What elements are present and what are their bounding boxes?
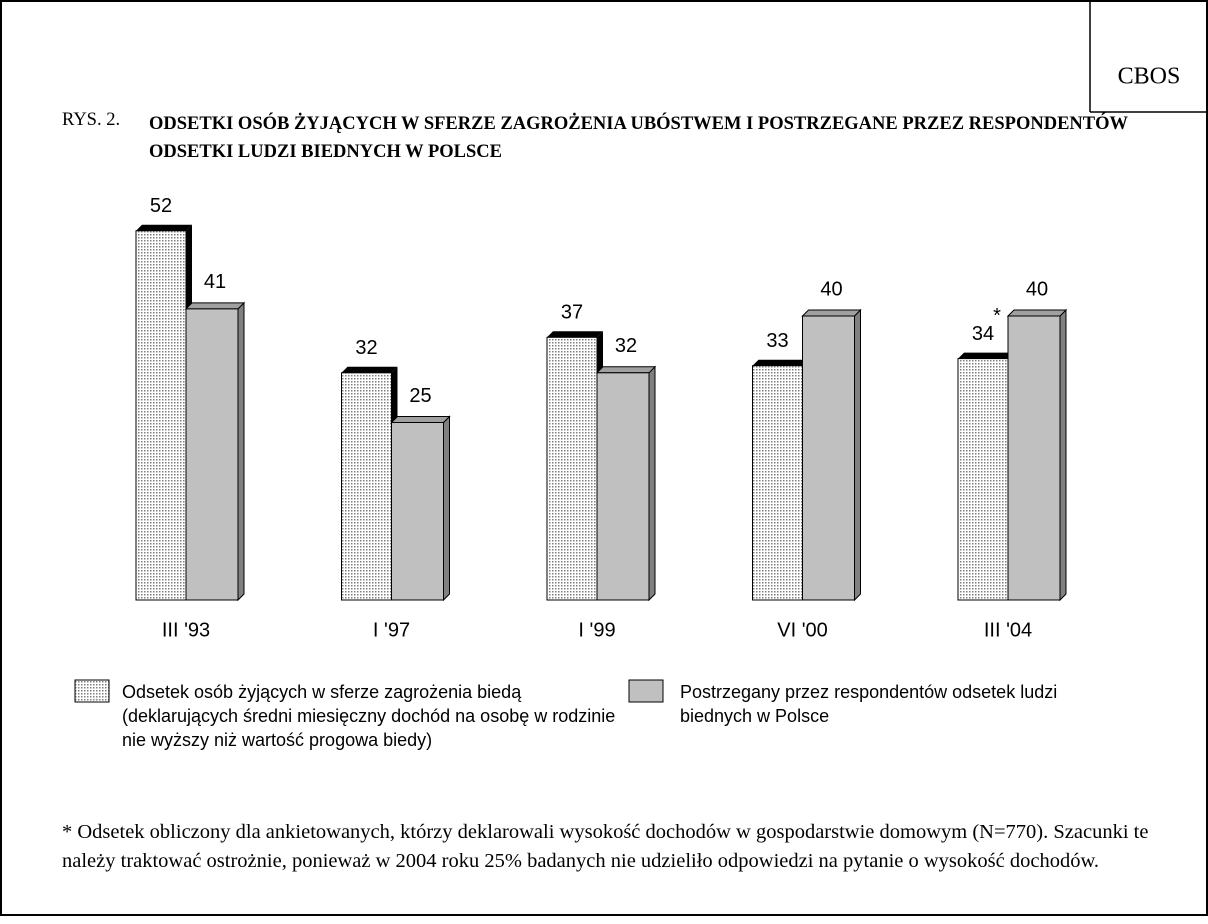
- value-label: 25: [409, 385, 431, 407]
- legend-swatch: [628, 679, 664, 703]
- x-tick-label: I '97: [373, 619, 410, 641]
- value-label: 40: [820, 278, 842, 300]
- bar: [135, 230, 187, 601]
- chart-title: ODSETKI OSÓB ŻYJĄCYCH W SFERZE ZAGROŻENI…: [149, 114, 1128, 162]
- bar-side: [1059, 308, 1067, 602]
- bar: [596, 372, 650, 601]
- bar-side: [648, 365, 656, 602]
- bar: [1007, 315, 1061, 601]
- bar-top: [136, 224, 192, 231]
- bar-top: [595, 366, 657, 374]
- bar-top: [801, 309, 862, 317]
- bar-side: [237, 301, 245, 602]
- bar-top: [547, 331, 603, 338]
- value-label: 34: [972, 323, 994, 345]
- value-label: 32: [355, 337, 377, 359]
- value-label: 33: [766, 330, 788, 352]
- bar-side: [854, 308, 861, 602]
- value-label: 52: [150, 195, 172, 217]
- bar-top: [752, 359, 809, 366]
- bar: [752, 365, 803, 601]
- bar: [546, 336, 598, 601]
- x-tick-label: VI '00: [777, 619, 828, 641]
- bar: [391, 422, 444, 601]
- bar-top: [390, 416, 451, 423]
- bar: [185, 308, 239, 601]
- annotation: *: [993, 305, 1001, 327]
- x-tick-label: I '99: [578, 619, 615, 641]
- bar: [341, 372, 392, 601]
- bar: [957, 358, 1009, 601]
- bar-top: [184, 302, 246, 310]
- legend-swatch: [74, 679, 110, 703]
- bar-top: [341, 366, 398, 373]
- brand: CBOS: [1118, 64, 1181, 90]
- bar-top: [1006, 309, 1068, 317]
- value-label: 32: [615, 335, 637, 357]
- x-tick-label: III '04: [984, 619, 1032, 641]
- bar-top: [958, 352, 1014, 359]
- legend-label: Odsetek osób żyjących w sferze zagrożeni…: [122, 682, 616, 750]
- legend-label: Postrzegany przez respondentów odsetek l…: [680, 682, 1058, 726]
- x-tick-label: III '93: [162, 619, 210, 641]
- value-label: 41: [204, 271, 226, 293]
- bar-side: [443, 415, 450, 602]
- value-label: 40: [1026, 278, 1048, 300]
- title-prefix: RYS. 2.: [62, 110, 121, 130]
- footnote: * Odsetek obliczony dla ankietowanych, k…: [62, 821, 1149, 872]
- value-label: 37: [561, 302, 583, 324]
- bar: [802, 315, 855, 601]
